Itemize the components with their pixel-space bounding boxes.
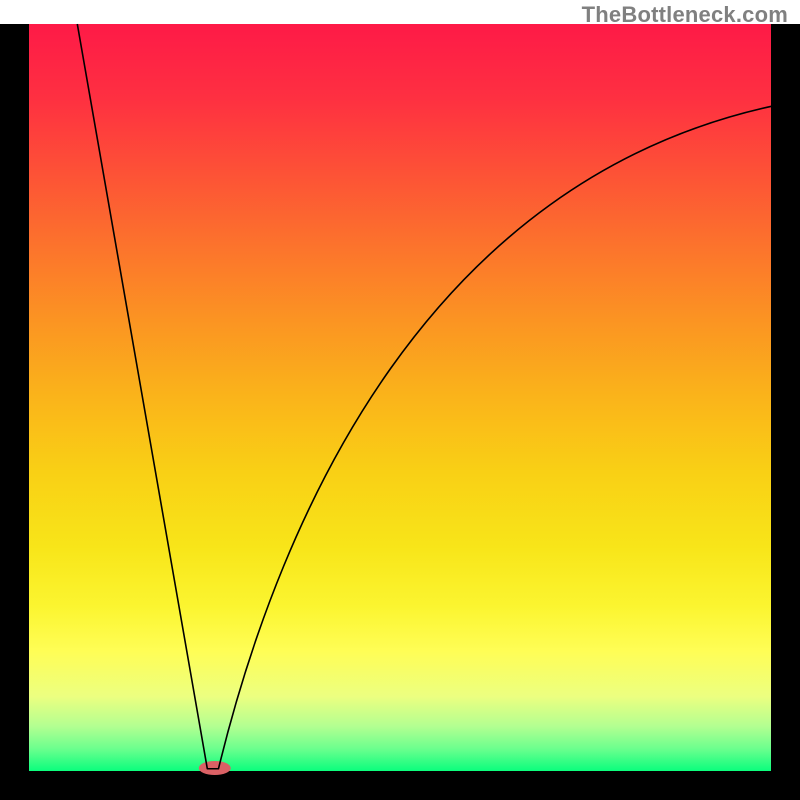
frame-left [0,24,29,800]
watermark-text: TheBottleneck.com [582,2,788,28]
chart-svg [0,0,800,800]
chart-container: TheBottleneck.com [0,0,800,800]
gradient-backdrop [29,24,772,771]
frame-right [771,24,800,800]
frame-bottom [0,771,800,800]
